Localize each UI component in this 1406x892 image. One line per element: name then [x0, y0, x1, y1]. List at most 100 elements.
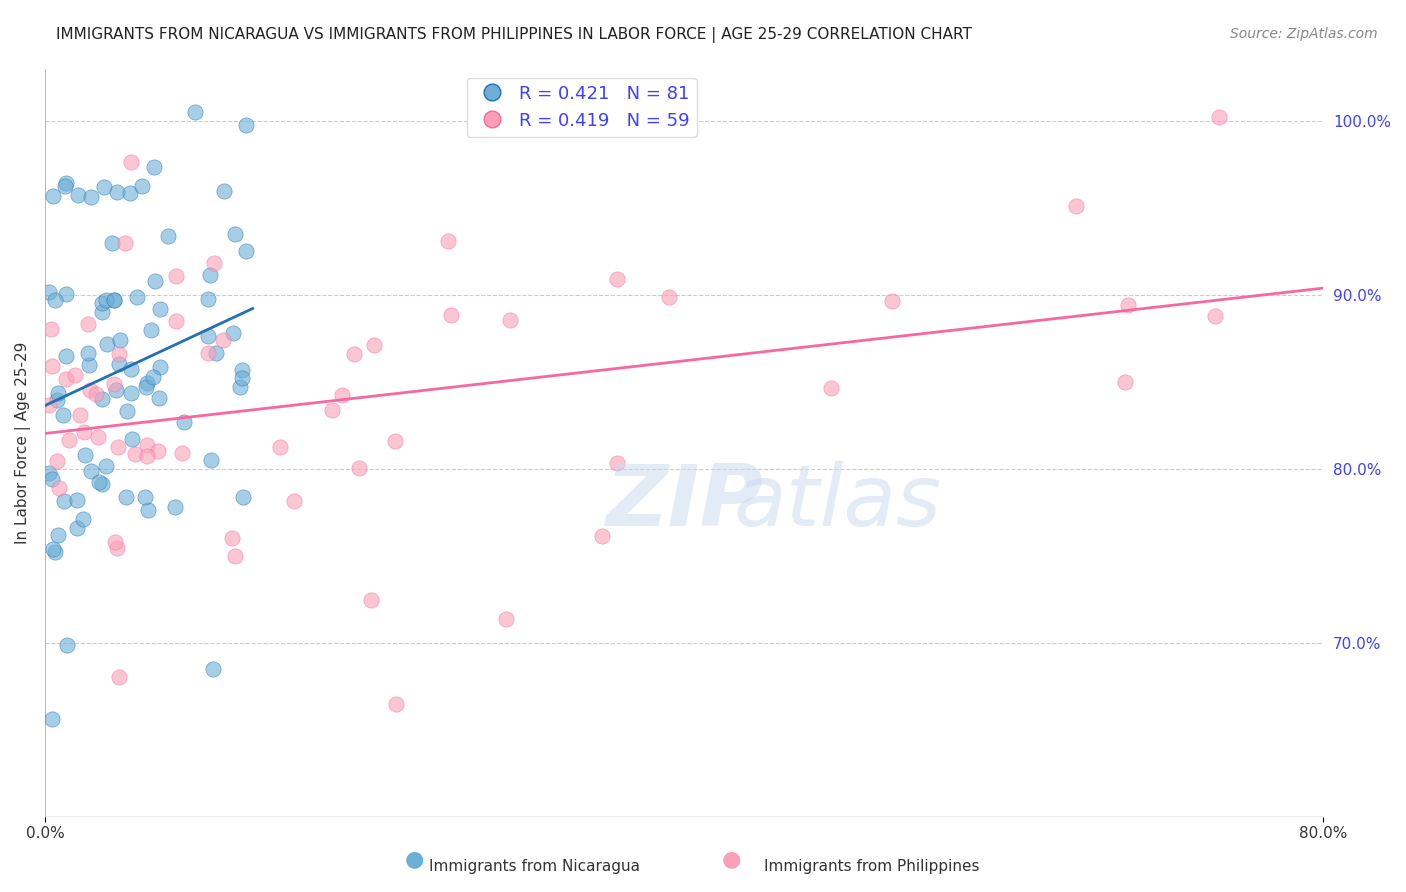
Immigrants from Nicaragua	[42, 541, 65, 556]
Immigrants from Nicaragua	[157, 229, 180, 244]
Immigrants from Nicaragua	[96, 336, 118, 351]
Immigrants from Nicaragua	[212, 184, 235, 198]
Immigrants from Philippines	[269, 440, 291, 454]
Immigrants from Nicaragua	[94, 459, 117, 474]
Immigrants from Nicaragua	[41, 712, 63, 726]
Immigrants from Nicaragua	[46, 386, 69, 401]
Immigrants from Nicaragua	[142, 370, 165, 384]
Immigrants from Philippines	[58, 433, 80, 447]
Immigrants from Nicaragua	[148, 391, 170, 405]
Immigrants from Philippines	[114, 235, 136, 250]
Immigrants from Nicaragua	[96, 293, 118, 307]
Immigrants from Nicaragua	[44, 545, 66, 559]
Immigrants from Philippines	[499, 312, 522, 326]
Immigrants from Philippines	[1204, 309, 1226, 323]
Immigrants from Nicaragua	[120, 362, 142, 376]
Immigrants from Philippines	[882, 293, 904, 308]
Immigrants from Nicaragua	[53, 494, 76, 508]
Immigrants from Philippines	[63, 368, 86, 382]
Text: ZIP: ZIP	[605, 461, 763, 544]
Immigrants from Philippines	[321, 402, 343, 417]
Immigrants from Nicaragua	[55, 287, 77, 301]
Immigrants from Nicaragua	[143, 274, 166, 288]
Immigrants from Philippines	[165, 314, 187, 328]
Immigrants from Nicaragua	[90, 305, 112, 319]
Immigrants from Philippines	[73, 425, 96, 440]
Immigrants from Nicaragua	[200, 453, 222, 467]
Immigrants from Nicaragua	[197, 329, 219, 343]
Immigrants from Philippines	[55, 372, 77, 386]
Immigrants from Philippines	[172, 446, 194, 460]
Immigrants from Philippines	[360, 593, 382, 607]
Immigrants from Nicaragua	[205, 345, 228, 359]
Text: Immigrants from Philippines: Immigrants from Philippines	[763, 859, 980, 874]
Immigrants from Nicaragua	[200, 268, 222, 282]
Immigrants from Philippines	[606, 456, 628, 470]
Immigrants from Philippines	[224, 549, 246, 564]
Immigrants from Nicaragua	[91, 392, 114, 407]
Immigrants from Nicaragua	[67, 188, 90, 202]
Immigrants from Nicaragua	[235, 244, 257, 258]
Immigrants from Nicaragua	[131, 179, 153, 194]
Immigrants from Nicaragua	[38, 466, 60, 480]
Immigrants from Nicaragua	[118, 186, 141, 201]
Immigrants from Nicaragua	[115, 404, 138, 418]
Immigrants from Nicaragua	[165, 500, 187, 515]
Immigrants from Philippines	[347, 461, 370, 475]
Immigrants from Nicaragua	[142, 160, 165, 174]
Immigrants from Nicaragua	[125, 290, 148, 304]
Immigrants from Philippines	[39, 321, 62, 335]
Immigrants from Nicaragua	[44, 293, 66, 308]
Immigrants from Nicaragua	[76, 346, 98, 360]
Immigrants from Philippines	[87, 429, 110, 443]
Immigrants from Philippines	[384, 434, 406, 449]
Immigrants from Nicaragua	[231, 371, 253, 385]
Immigrants from Philippines	[107, 347, 129, 361]
Immigrants from Philippines	[45, 454, 67, 468]
Immigrants from Philippines	[283, 494, 305, 508]
Immigrants from Nicaragua	[55, 349, 77, 363]
Immigrants from Nicaragua	[80, 464, 103, 478]
Immigrants from Nicaragua	[135, 380, 157, 394]
Immigrants from Philippines	[342, 347, 364, 361]
Immigrants from Philippines	[495, 612, 517, 626]
Immigrants from Nicaragua	[75, 448, 97, 462]
Immigrants from Nicaragua	[80, 190, 103, 204]
Immigrants from Nicaragua	[38, 285, 60, 299]
Immigrants from Nicaragua	[229, 379, 252, 393]
Text: ●: ●	[405, 850, 425, 870]
Immigrants from Nicaragua	[183, 105, 205, 120]
Legend: R = 0.421   N = 81, R = 0.419   N = 59: R = 0.421 N = 81, R = 0.419 N = 59	[467, 78, 697, 137]
Immigrants from Nicaragua	[232, 490, 254, 504]
Immigrants from Philippines	[820, 381, 842, 395]
Immigrants from Philippines	[41, 359, 63, 374]
Immigrants from Philippines	[107, 440, 129, 454]
Immigrants from Nicaragua	[45, 393, 67, 408]
Immigrants from Nicaragua	[72, 512, 94, 526]
Immigrants from Nicaragua	[141, 322, 163, 336]
Immigrants from Philippines	[385, 697, 408, 711]
Immigrants from Nicaragua	[197, 292, 219, 306]
Text: Immigrants from Nicaragua: Immigrants from Nicaragua	[429, 859, 640, 874]
Immigrants from Philippines	[135, 438, 157, 452]
Immigrants from Nicaragua	[103, 293, 125, 307]
Immigrants from Nicaragua	[231, 362, 253, 376]
Immigrants from Philippines	[1116, 298, 1139, 312]
Immigrants from Nicaragua	[105, 185, 128, 199]
Immigrants from Philippines	[440, 308, 463, 322]
Immigrants from Nicaragua	[87, 475, 110, 490]
Immigrants from Philippines	[1208, 110, 1230, 124]
Immigrants from Philippines	[103, 377, 125, 392]
Immigrants from Nicaragua	[224, 227, 246, 241]
Immigrants from Philippines	[108, 670, 131, 684]
Immigrants from Nicaragua	[135, 376, 157, 390]
Immigrants from Nicaragua	[55, 176, 77, 190]
Immigrants from Nicaragua	[136, 503, 159, 517]
Immigrants from Philippines	[165, 268, 187, 283]
Immigrants from Philippines	[1114, 376, 1136, 390]
Immigrants from Nicaragua	[77, 358, 100, 372]
Immigrants from Philippines	[69, 409, 91, 423]
Immigrants from Nicaragua	[149, 302, 172, 317]
Immigrants from Philippines	[212, 333, 235, 347]
Immigrants from Philippines	[363, 338, 385, 352]
